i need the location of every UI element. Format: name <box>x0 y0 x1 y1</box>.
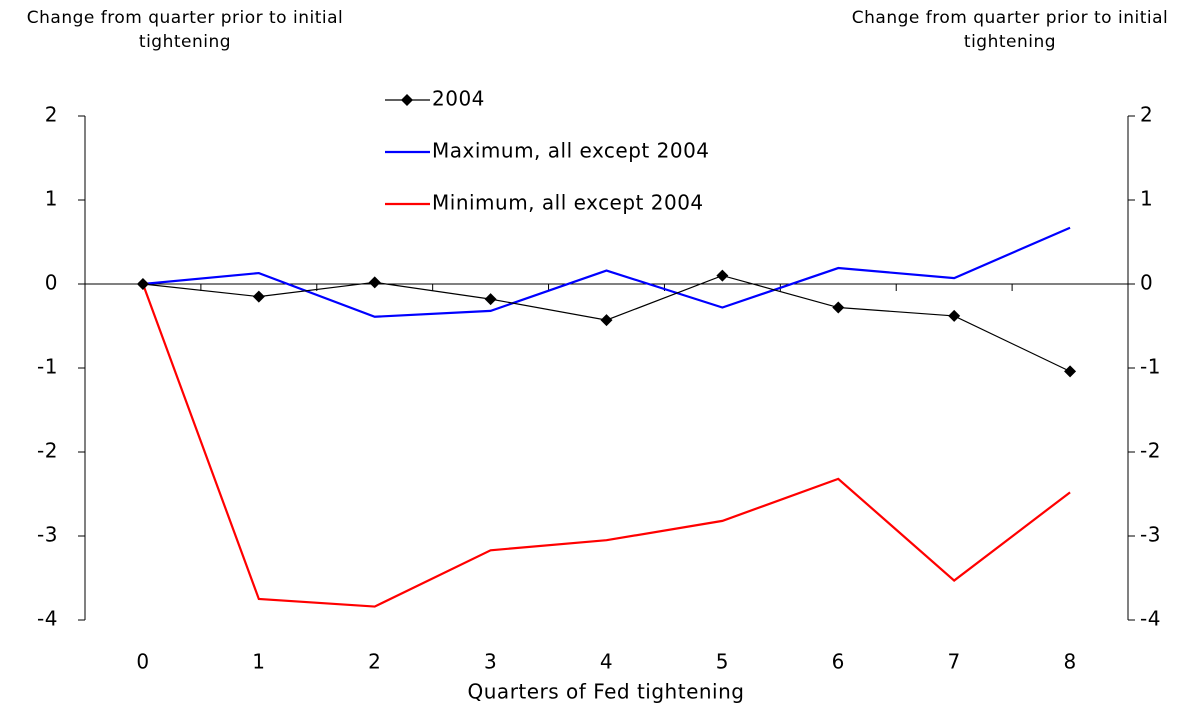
y2-axis-title: Change from quarter prior to initial tig… <box>851 8 1169 52</box>
x-tick-label: 7 <box>948 650 961 674</box>
y-axis-title: Change from quarter prior to initial tig… <box>26 8 344 52</box>
series-line <box>142 226 1071 318</box>
legend-label: Maximum, all except 2004 <box>432 139 710 163</box>
x-tick-label: 8 <box>1063 650 1076 674</box>
marker <box>136 278 149 290</box>
y2-tick-label: 2 <box>1140 103 1153 127</box>
y-tick-label: -2 <box>37 439 58 463</box>
legend-label: 2004 <box>432 87 485 111</box>
y-tick-label: 1 <box>45 187 58 211</box>
marker <box>1064 365 1077 378</box>
x-tick-label: 6 <box>832 650 845 674</box>
x-tick-label: 4 <box>600 650 613 674</box>
marker <box>484 293 497 306</box>
y-tick-label: 0 <box>45 271 58 295</box>
x-axis-title: Quarters of Fed tightening <box>468 680 745 704</box>
legend-marker <box>401 94 413 106</box>
y2-tick-label: 0 <box>1140 271 1153 295</box>
x-tick-label: 5 <box>716 650 729 674</box>
marker <box>948 309 961 322</box>
marker <box>832 301 845 314</box>
y-tick-label: -3 <box>37 523 58 547</box>
x-tick-label: 0 <box>136 650 149 674</box>
y-tick-label: 2 <box>45 103 58 127</box>
y2-tick-label: -1 <box>1140 355 1161 379</box>
y2-tick-label: -3 <box>1140 523 1161 547</box>
x-tick-label: 3 <box>484 650 497 674</box>
y-tick-label: -1 <box>37 355 58 379</box>
marker <box>252 290 265 303</box>
legend-label: Minimum, all except 2004 <box>432 191 704 215</box>
marker <box>368 276 381 289</box>
y2-tick-label: -4 <box>1140 607 1161 631</box>
y2-tick-label: -2 <box>1140 439 1161 463</box>
x-tick-label: 2 <box>368 650 381 674</box>
x-tick-label: 1 <box>252 650 265 674</box>
marker <box>716 269 729 282</box>
series-line <box>141 283 1071 608</box>
y2-tick-label: 1 <box>1140 187 1153 211</box>
marker <box>600 314 613 327</box>
y-tick-label: -4 <box>37 607 58 631</box>
